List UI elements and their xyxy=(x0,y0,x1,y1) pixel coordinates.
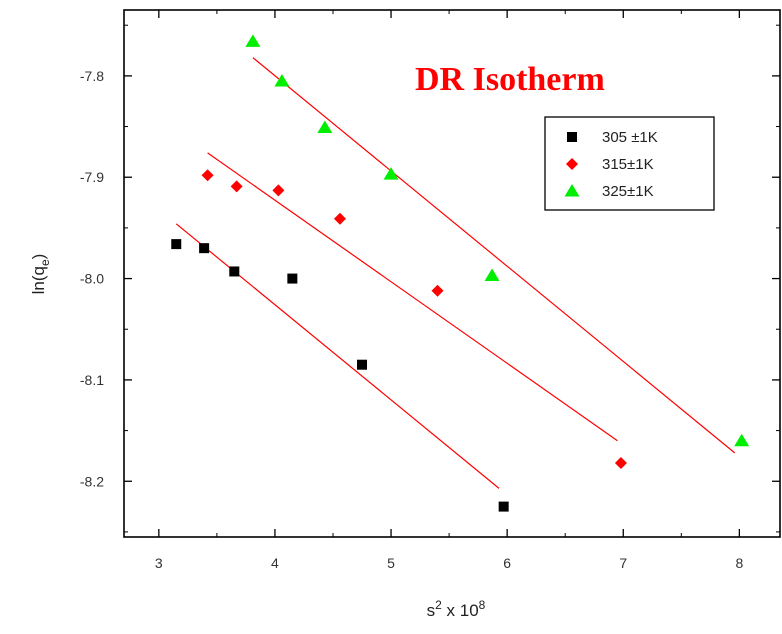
y-tick-label: -8.0 xyxy=(80,271,104,287)
data-point xyxy=(171,239,182,250)
data-point xyxy=(317,120,333,134)
legend-label: 305 ±1K xyxy=(602,129,658,146)
axis-ticks xyxy=(124,10,780,537)
tick-labels: 3 4 5 6 7 8 -7.8 -7.9 -8.0 -8.1 -8.2 xyxy=(80,68,744,571)
data-point xyxy=(484,268,500,282)
data-point xyxy=(229,266,240,277)
data-point xyxy=(614,457,627,470)
data-point xyxy=(272,184,285,197)
data-point xyxy=(287,273,298,284)
data-point xyxy=(333,212,346,225)
data-point xyxy=(199,243,210,254)
y-tick-label: -8.1 xyxy=(80,372,104,388)
legend-entries: 305 ±1K 315±1K 325±1K xyxy=(564,129,658,200)
data-point xyxy=(734,433,750,447)
x-tick-label: 7 xyxy=(619,555,627,571)
x-tick-label: 5 xyxy=(387,555,395,571)
data-point xyxy=(431,284,444,297)
chart-title: DR Isotherm xyxy=(415,61,605,98)
legend: 305 ±1K 315±1K 325±1K xyxy=(544,116,715,211)
data-point xyxy=(201,169,214,182)
x-tick-label: 8 xyxy=(735,555,743,571)
fit-line xyxy=(252,57,736,454)
legend-marker xyxy=(567,132,577,142)
y-tick-label: -7.9 xyxy=(80,169,104,185)
legend-marker xyxy=(564,184,580,197)
legend-label: 325±1K xyxy=(602,183,654,200)
legend-marker xyxy=(566,158,578,170)
plot-frame xyxy=(123,9,781,538)
y-tick-label: -8.2 xyxy=(80,473,104,489)
data-point xyxy=(357,359,368,370)
x-tick-label: 4 xyxy=(271,555,279,571)
data-points xyxy=(171,34,750,512)
data-point xyxy=(383,167,399,180)
data-point xyxy=(230,180,243,193)
y-tick-label: -7.8 xyxy=(80,68,104,84)
legend-label: 315±1K xyxy=(602,156,654,173)
fit-line xyxy=(207,152,618,442)
x-tick-label: 6 xyxy=(503,555,511,571)
x-axis-title: s2 x 108 xyxy=(427,598,486,620)
y-axis-title: ln(qe) xyxy=(29,254,52,295)
fit-line xyxy=(175,223,500,489)
data-point xyxy=(245,34,261,47)
data-point xyxy=(274,73,290,87)
data-point xyxy=(498,501,509,512)
x-tick-label: 3 xyxy=(155,555,163,571)
